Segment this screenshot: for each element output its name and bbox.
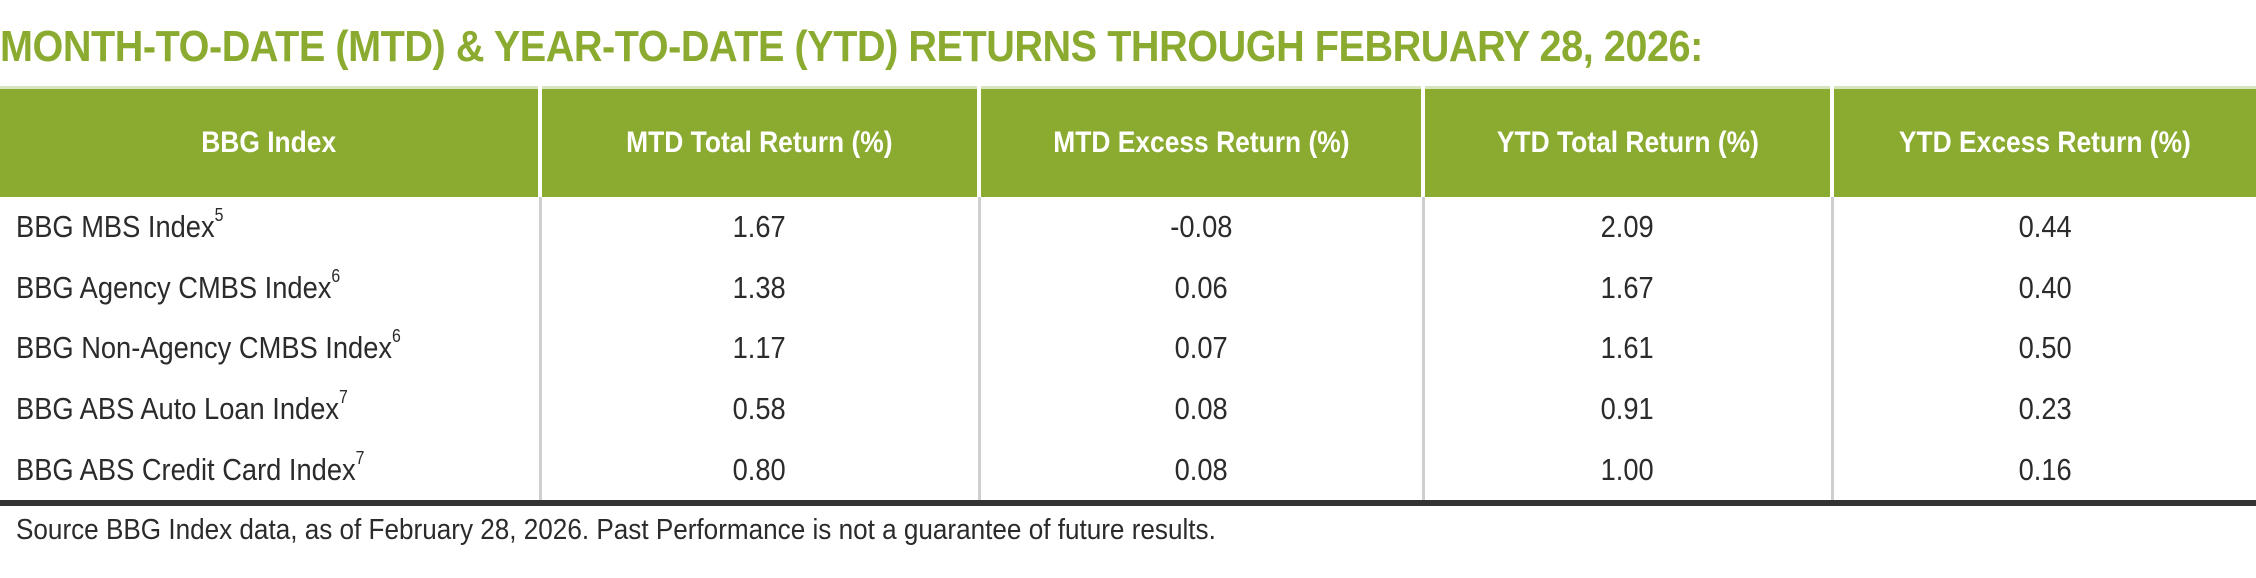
source-note: Source BBG Index data, as of February 28… (16, 514, 1216, 546)
mtd-excess-return-value: 0.08 (1174, 391, 1228, 427)
mtd-excess-return-cell: 0.07 (977, 318, 1423, 379)
ytd-excess-return-value: 0.16 (2018, 451, 2072, 487)
mtd-total-return-cell: 1.38 (538, 257, 979, 319)
header-ytd-total-return: YTD Total Return (%) (1421, 86, 1832, 197)
table-row: BBG Agency CMBS Index6 1.38 0.06 1.67 0.40 (0, 257, 2256, 319)
mtd-excess-return-cell: -0.08 (977, 197, 1423, 258)
index-name: BBG Agency CMBS Index (16, 269, 332, 305)
mtd-excess-return-value: 0.07 (1174, 330, 1228, 366)
mtd-total-return-value: 1.38 (732, 269, 787, 305)
ytd-total-return-value: 1.61 (1600, 330, 1655, 366)
index-name-cell: BBG ABS Auto Loan Index7 (0, 379, 540, 440)
mtd-total-return-cell: 1.17 (538, 318, 979, 379)
footnote-marker: 6 (331, 265, 341, 286)
index-name: BBG MBS Index (16, 209, 215, 245)
mtd-total-return-cell: 0.80 (538, 439, 979, 506)
ytd-total-return-value: 0.91 (1600, 391, 1655, 427)
ytd-excess-return-value: 0.40 (2018, 269, 2072, 305)
index-name-cell: BBG MBS Index5 (0, 197, 540, 258)
footnote-marker: 6 (392, 326, 401, 347)
header-ytd-excess-return: YTD Excess Return (%) (1830, 86, 2256, 197)
mtd-excess-return-cell: 0.08 (977, 439, 1423, 506)
ytd-excess-return-value: 0.44 (2018, 209, 2072, 245)
index-name-cell: BBG ABS Credit Card Index7 (0, 439, 540, 506)
mtd-excess-return-value: -0.08 (1169, 209, 1233, 245)
footnote-marker: 7 (355, 447, 365, 468)
header-mtd-excess-return: MTD Excess Return (%) (977, 86, 1423, 197)
table-row: BBG Non-Agency CMBS Index6 1.17 0.07 1.61 0.… (0, 318, 2256, 379)
index-name: BBG ABS Auto Loan Index (16, 391, 340, 427)
index-name: BBG Non-Agency CMBS Index (16, 330, 393, 366)
header-bbg-index: BBG Index (0, 86, 540, 197)
ytd-excess-return-cell: 0.16 (1830, 439, 2256, 506)
returns-table: BBG Index MTD Total Return (%) MTD Exces… (0, 86, 2256, 506)
index-name: BBG ABS Credit Card Index (16, 451, 356, 487)
ytd-excess-return-cell: 0.50 (1830, 318, 2256, 379)
index-name-cell: BBG Agency CMBS Index6 (0, 258, 540, 319)
ytd-total-return-cell: 1.61 (1421, 318, 1832, 379)
mtd-excess-return-value: 0.08 (1174, 451, 1228, 487)
ytd-total-return-cell: 1.00 (1421, 439, 1832, 506)
mtd-total-return-value: 1.17 (732, 330, 787, 366)
ytd-excess-return-value: 0.23 (2018, 391, 2072, 427)
header-mtd-total-return: MTD Total Return (%) (538, 86, 979, 197)
footnote-marker: 7 (339, 387, 348, 408)
mtd-excess-return-cell: 0.08 (977, 378, 1423, 440)
footnote-marker: 5 (214, 205, 224, 226)
ytd-total-return-value: 1.67 (1600, 269, 1655, 305)
table-row: BBG MBS Index5 1.67 -0.08 2.09 0.44 (0, 197, 2256, 258)
mtd-total-return-value: 0.80 (732, 451, 787, 487)
mtd-total-return-cell: 0.58 (538, 378, 979, 440)
table-row: BBG ABS Credit Card Index7 0.80 0.08 1.00 0.… (0, 439, 2256, 506)
mtd-excess-return-cell: 0.06 (977, 257, 1423, 319)
mtd-total-return-value: 1.67 (732, 209, 787, 245)
ytd-total-return-cell: 0.91 (1421, 378, 1832, 440)
ytd-excess-return-cell: 0.44 (1830, 197, 2256, 258)
mtd-total-return-value: 0.58 (732, 391, 787, 427)
index-name-cell: BBG Non-Agency CMBS Index6 (0, 318, 540, 379)
ytd-total-return-cell: 1.67 (1421, 257, 1832, 319)
mtd-excess-return-value: 0.06 (1174, 269, 1228, 305)
page-title: MONTH-TO-DATE (MTD) & YEAR-TO-DATE (YTD)… (0, 22, 1703, 71)
ytd-excess-return-value: 0.50 (2018, 330, 2072, 366)
ytd-excess-return-cell: 0.40 (1830, 257, 2256, 319)
ytd-total-return-cell: 2.09 (1421, 197, 1832, 258)
ytd-total-return-value: 1.00 (1600, 451, 1655, 487)
mtd-total-return-cell: 1.67 (538, 197, 979, 258)
table-header-row: BBG Index MTD Total Return (%) MTD Exces… (0, 86, 2256, 197)
ytd-excess-return-cell: 0.23 (1830, 378, 2256, 440)
ytd-total-return-value: 2.09 (1600, 209, 1655, 245)
table-row: BBG ABS Auto Loan Index7 0.58 0.08 0.91 0.23 (0, 378, 2256, 440)
